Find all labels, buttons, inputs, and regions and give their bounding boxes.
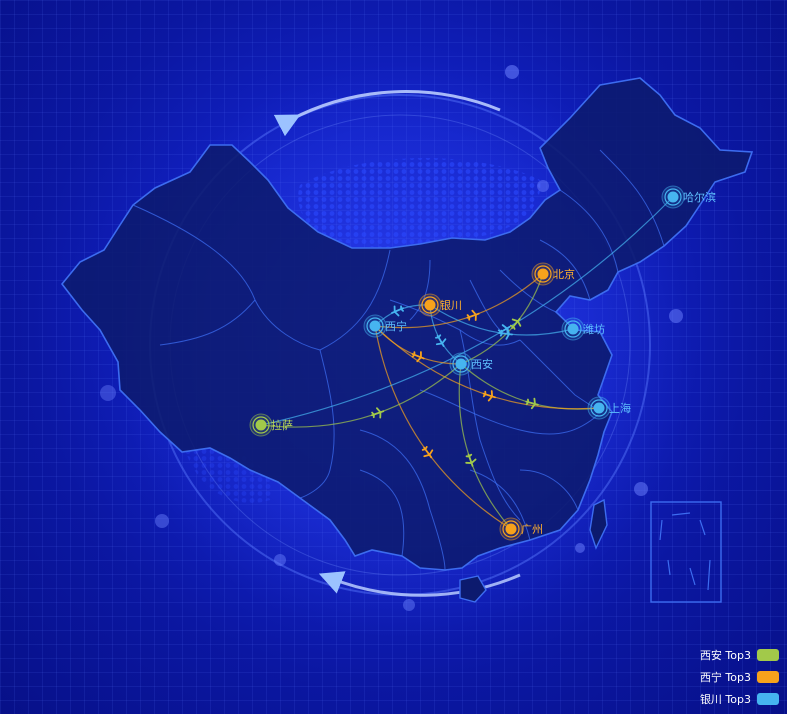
flight-route [374,325,512,530]
orbit-arrow-bottom [318,571,521,597]
flight-route [458,363,512,530]
legend-swatch-yinchuan [757,693,779,705]
city-ring [421,296,439,314]
city-marker-xian[interactable]: 西安 [449,352,493,376]
city-ring [452,355,470,373]
city-ring [590,399,608,417]
legend-label-xian: 西安 Top3 [699,649,751,662]
city-label-xian: 西安 [471,357,493,371]
flight-route [260,196,674,426]
plane-icon [497,324,511,336]
china-outline [60,77,754,571]
legend-label-yinchuan: 银川 Top3 [699,693,751,706]
flight-route [374,273,544,329]
plane-icon [371,407,385,419]
legend-item-xining[interactable]: 西宁 Top3 [679,666,779,688]
city-label-yinchuan: 银川 [440,298,462,312]
plane-layer [371,305,539,467]
legend-item-yinchuan[interactable]: 银川 Top3 [679,688,779,710]
city-dot [255,419,267,431]
hainan-island [459,575,487,603]
plane-icon [391,305,404,317]
flight-route [260,363,462,428]
legend-swatch-xining [757,671,779,683]
city-ring [534,265,552,283]
city-dot [424,299,436,311]
legend-swatch-xian [757,649,779,661]
city-marker-weifang[interactable]: 潍坊 [561,317,605,341]
city-dot [593,402,605,414]
city-dot [369,320,381,332]
plane-icon [509,317,522,330]
plane-icon [421,446,434,459]
city-marker-guangzhou[interactable]: 广州 [499,517,543,541]
plane-icon [465,453,477,467]
plane-icon [411,351,425,363]
city-marker-shanghai[interactable]: 上海 [587,396,631,420]
city-label-shanghai: 上海 [609,401,631,415]
city-ring [564,320,582,338]
city-marker-harbin[interactable]: 哈尔滨 [661,185,716,209]
plane-icon [525,397,539,410]
city-label-xining: 西宁 [385,319,407,333]
province-boundaries [132,149,665,571]
city-label-beijing: 北京 [553,267,575,281]
legend-label-xining: 西宁 Top3 [699,671,751,684]
city-label-weifang: 潍坊 [583,322,605,336]
city-marker-yinchuan[interactable]: 银川 [418,293,462,317]
city-ring [502,520,520,538]
legend-item-xian[interactable]: 西安 Top3 [679,644,779,666]
city-label-lhasa: 拉萨 [271,418,293,432]
city-marker-beijing[interactable]: 北京 [531,262,575,286]
taiwan-island [589,498,608,550]
city-dot [537,268,549,280]
city-marker-lhasa[interactable]: 拉萨 [249,413,293,437]
city-ring [366,317,384,335]
city-ring [664,188,682,206]
city-dot [567,323,579,335]
plane-icon [466,309,480,321]
city-ring [252,416,270,434]
plane-icon [482,390,496,402]
city-marker-xining[interactable]: 西宁 [363,314,407,338]
plane-icon [435,334,447,347]
orbit-arrow-top [273,90,501,137]
hex-pattern-north [298,158,541,249]
bokeh-dots [100,65,683,611]
city-label-guangzhou: 广州 [521,523,543,536]
city-dot [505,523,517,535]
south-china-sea-inset [650,501,722,603]
city-dot [667,191,679,203]
city-label-harbin: 哈尔滨 [683,190,716,204]
city-dot [455,358,467,370]
legend: 西安 Top3 西宁 Top3 银川 Top3 [679,644,779,710]
